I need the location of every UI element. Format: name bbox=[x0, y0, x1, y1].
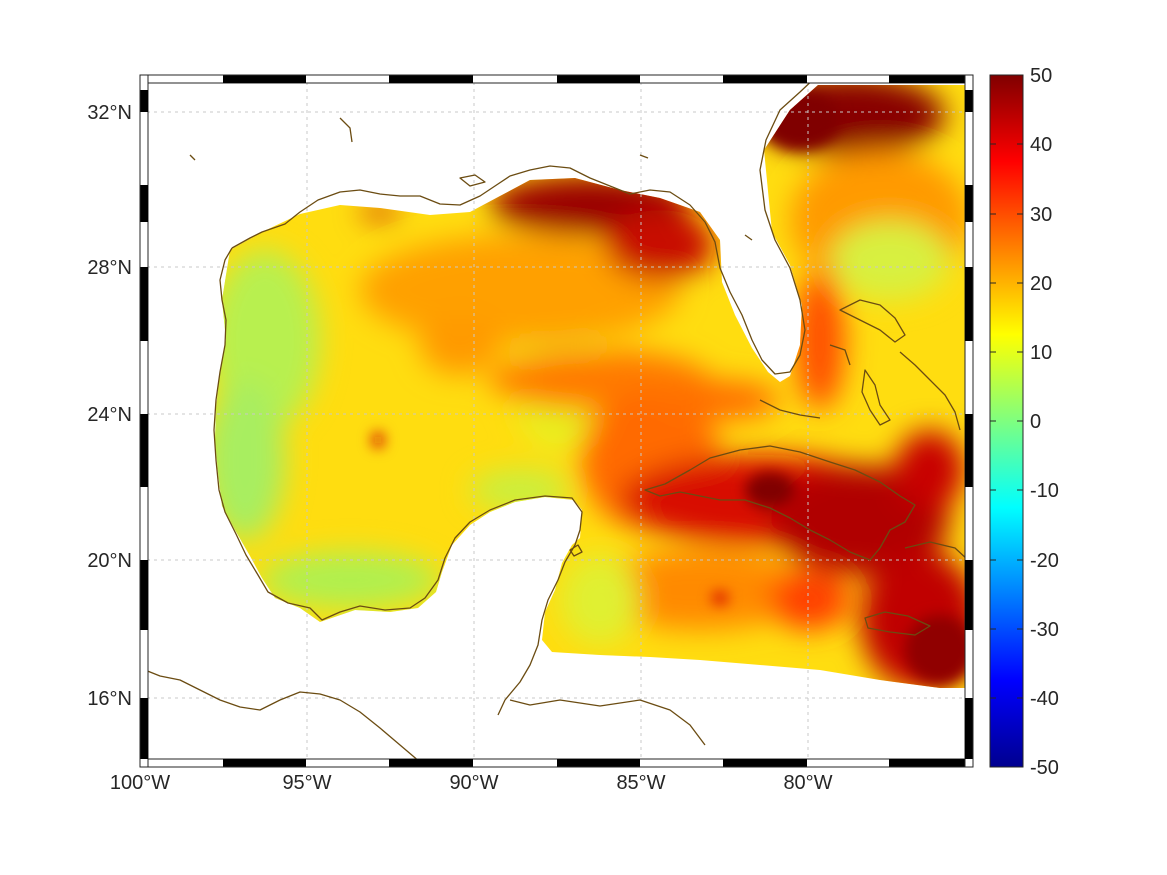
colorbar-tick-label: 50 bbox=[1030, 65, 1052, 87]
lon-tick-label: 100°W bbox=[110, 772, 170, 794]
lon-tick-label: 95°W bbox=[282, 772, 331, 794]
colorbar: 50 40 30 20 10 0 -10 -20 -30 -40 -50 bbox=[989, 65, 1059, 779]
lat-tick-label: 24°N bbox=[87, 404, 132, 426]
lon-tick-label: 90°W bbox=[449, 772, 498, 794]
lon-tick-label: 85°W bbox=[616, 772, 665, 794]
colorbar-tick-label: 10 bbox=[1030, 342, 1052, 364]
map-border bbox=[139, 74, 974, 768]
lat-tick-label: 32°N bbox=[87, 102, 132, 124]
colorbar-tick-label: 20 bbox=[1030, 273, 1052, 295]
colorbar-tick-label: -30 bbox=[1030, 619, 1059, 641]
colorbar-tick-label: 40 bbox=[1030, 134, 1052, 156]
colorbar-tick-label: 30 bbox=[1030, 204, 1052, 226]
colorbar-tick-label: -50 bbox=[1030, 757, 1059, 779]
lat-tick-label: 28°N bbox=[87, 257, 132, 279]
graticule bbox=[140, 75, 973, 767]
colorbar-tick-label: 0 bbox=[1030, 411, 1041, 433]
lat-tick-label: 16°N bbox=[87, 688, 132, 710]
colorbar-tick-label: -20 bbox=[1030, 550, 1059, 572]
lat-tick-labels: 32°N 28°N 24°N 20°N 16°N bbox=[87, 102, 132, 710]
lat-tick-label: 20°N bbox=[87, 550, 132, 572]
colorbar-tick-label: -40 bbox=[1030, 688, 1059, 710]
lon-tick-label: 80°W bbox=[783, 772, 832, 794]
coastlines bbox=[139, 74, 969, 763]
lon-tick-labels: 100°W 95°W 90°W 85°W 80°W bbox=[110, 772, 833, 794]
colorbar-tick-label: -10 bbox=[1030, 480, 1059, 502]
